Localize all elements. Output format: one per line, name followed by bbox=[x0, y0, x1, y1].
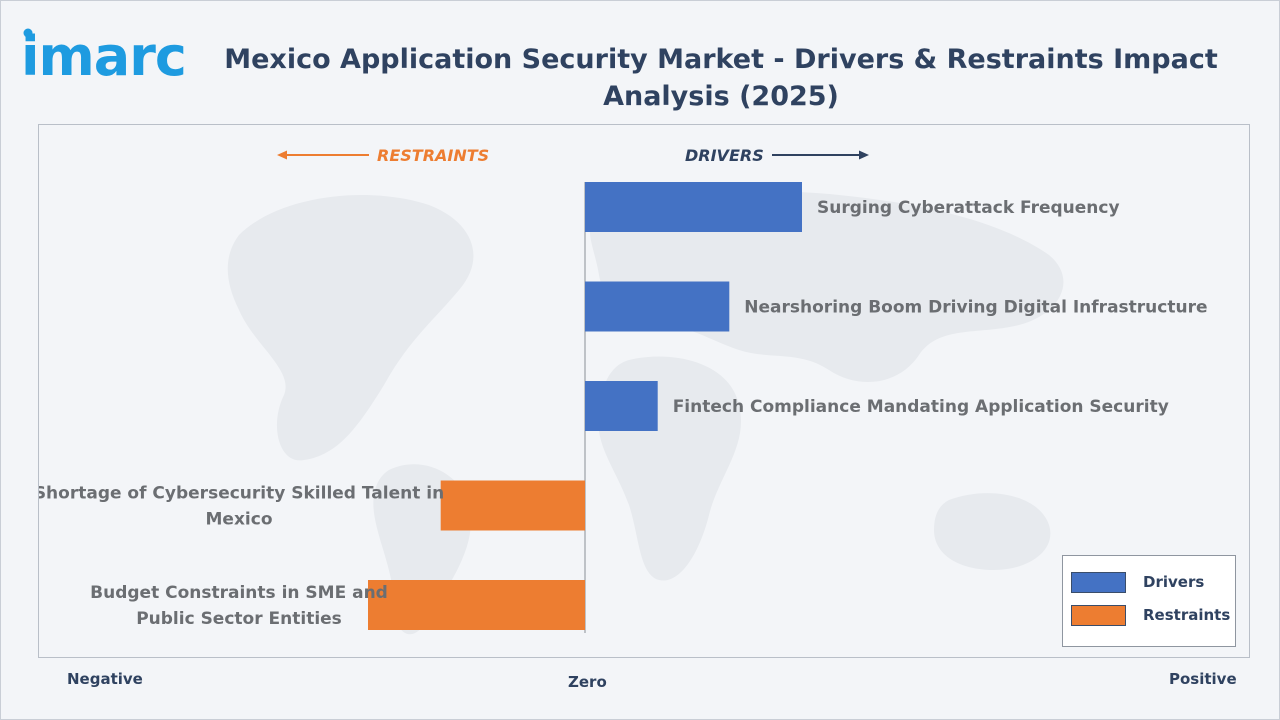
bar-label-3: Fintech Compliance Mandating Application… bbox=[673, 397, 1169, 417]
bar-label-4-line-2: Mexico bbox=[206, 510, 273, 530]
axis-negative-label: Negative bbox=[67, 670, 143, 688]
bar-restraints-5 bbox=[368, 580, 585, 630]
bar-drivers-1 bbox=[585, 182, 802, 232]
legend-swatch-drivers bbox=[1071, 572, 1126, 593]
bar-label-1: Surging Cyberattack Frequency bbox=[817, 198, 1120, 218]
bar-label-5-line-2: Public Sector Entities bbox=[136, 609, 342, 629]
bar-drivers-2 bbox=[585, 281, 730, 332]
restraints-arrowhead bbox=[277, 150, 287, 160]
drivers-arrowhead bbox=[859, 150, 869, 160]
chart-panel: RESTRAINTS DRIVERS Surging Cyberattack Fre… bbox=[38, 124, 1250, 691]
legend-label-drivers: Drivers bbox=[1143, 573, 1205, 591]
chart-title: Mexico Application Security Market - Dri… bbox=[224, 44, 1218, 112]
world-map-watermark bbox=[227, 191, 1064, 635]
axis-positive-label: Positive bbox=[1169, 670, 1237, 688]
bar-label-5-line-1: Budget Constraints in SME and bbox=[90, 583, 388, 603]
legend: Drivers Restraints bbox=[1062, 555, 1236, 647]
drivers-direction-label: DRIVERS bbox=[685, 146, 764, 165]
impact-chart: RESTRAINTS DRIVERS Surging Cyberattack Fre… bbox=[39, 146, 1208, 635]
svg-text:imarc: imarc bbox=[21, 25, 186, 85]
axis-zero-label: Zero bbox=[568, 673, 607, 691]
bar-drivers-3 bbox=[585, 381, 658, 431]
legend-label-restraints: Restraints bbox=[1143, 606, 1231, 624]
restraints-direction-label: RESTRAINTS bbox=[377, 146, 489, 165]
imarc-logo: imarc bbox=[21, 25, 187, 85]
bar-label-2: Nearshoring Boom Driving Digital Infrast… bbox=[744, 298, 1207, 318]
bar-restraints-4 bbox=[440, 480, 585, 531]
legend-swatch-restraints bbox=[1071, 605, 1126, 626]
bar-label-4-line-1: Shortage of Cybersecurity Skilled Talent… bbox=[39, 484, 444, 504]
